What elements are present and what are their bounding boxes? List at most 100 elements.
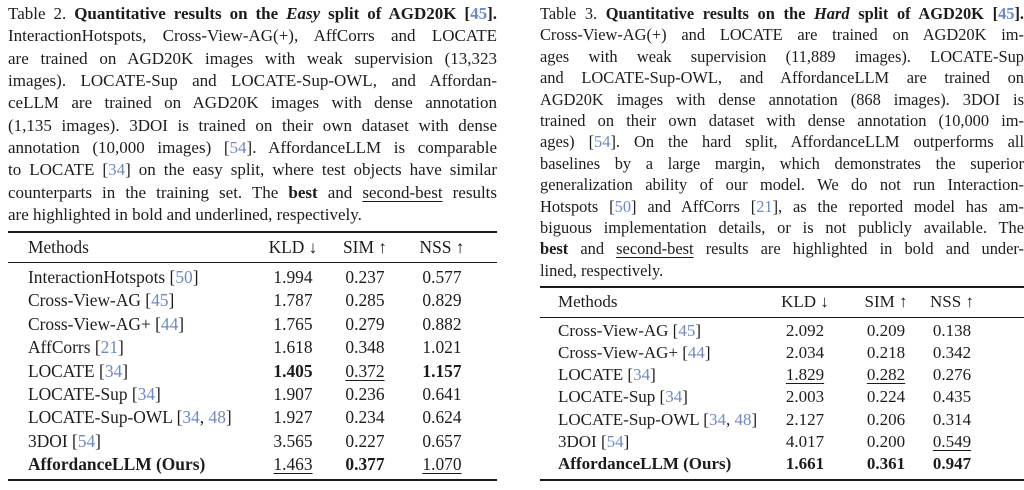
citation-link[interactable]: 34: [665, 387, 683, 407]
text-run: second-best: [616, 239, 694, 259]
kld-cell: 2.127: [785, 409, 825, 429]
sim-cell: 0.200: [866, 432, 906, 452]
kld-cell: 4.017: [785, 432, 825, 452]
citation-link[interactable]: 34: [137, 383, 156, 404]
citation-link[interactable]: 34: [104, 360, 123, 381]
sim-cell: 0.227: [345, 430, 385, 451]
method-cell: LOCATE [34]: [540, 364, 1024, 386]
text-run: split of AGD20K: [849, 4, 993, 23]
sim-cell: 0.279: [345, 313, 385, 334]
citation-link[interactable]: 45: [470, 4, 488, 23]
nss-cell: 0.829: [422, 290, 462, 311]
text-run: ].: [487, 4, 497, 23]
sim-cell: 0.236: [345, 383, 385, 404]
citation-link[interactable]: 34: [633, 365, 651, 385]
text-run: second-best: [362, 182, 443, 202]
text-run: LOCATE-Sup-OWL: [558, 409, 704, 429]
column-header-methods: Methods: [558, 292, 618, 312]
table-row: LOCATE-Sup [34] 1.907 0.236 0.641: [8, 383, 497, 406]
text-run: [: [99, 360, 105, 381]
citation-link[interactable]: 21: [756, 196, 773, 216]
column-header-nss: NSS ↑: [419, 237, 465, 258]
sim-cell: 0.372: [345, 360, 385, 381]
citation-link[interactable]: 44: [160, 313, 179, 334]
citation-link[interactable]: 50: [175, 266, 193, 287]
sim-cell: 0.224: [866, 387, 906, 407]
sim-cell: 0.377: [345, 454, 385, 475]
citation-link[interactable]: 45: [998, 4, 1015, 23]
results-table-hard: Methods KLD ↓ SIM ↑ NSS ↑ Cross-View-AG …: [540, 286, 1024, 481]
text-run: [: [992, 4, 999, 23]
kld-cell: 1.618: [273, 337, 313, 358]
nss-cell: 0.947: [932, 454, 972, 474]
kld-cell: 2.003: [785, 387, 825, 407]
text-run: InteractionHotspots, Cross-View-AG(+), A…: [8, 26, 497, 46]
text-run: lined, respectively.: [540, 260, 664, 280]
sim-cell: 0.237: [345, 266, 385, 287]
text-run: ]. AffordanceLLM is comparable: [246, 138, 497, 158]
citation-link[interactable]: 50: [614, 196, 632, 216]
table-row: Cross-View-AG [45] 1.787 0.285 0.829: [8, 289, 497, 312]
citation-link[interactable]: 34: [182, 407, 200, 428]
text-run: [: [71, 430, 78, 451]
sim-cell: 0.285: [345, 290, 385, 311]
caption-line: images). LOCATE-Sup and LOCATE-Sup-OWL, …: [8, 70, 497, 92]
citation-link[interactable]: 54: [594, 132, 611, 152]
caption-line: (1,135 images). 3DOI is trained on their…: [8, 115, 497, 137]
text-run: 3DOI: [558, 432, 601, 452]
citation-link[interactable]: 48: [208, 407, 226, 428]
text-run: Cross-View-AG: [28, 290, 146, 311]
table-row: LOCATE-Sup [34] 2.003 0.224 0.435: [540, 386, 1024, 408]
nss-cell: 0.624: [422, 407, 462, 428]
caption-line: Table 3. Quantitative results on the Har…: [540, 3, 1024, 24]
nss-cell: 0.641: [422, 383, 462, 404]
text-run: Hotspots [: [540, 196, 615, 216]
text-run: best: [540, 239, 569, 259]
text-run: LOCATE: [558, 365, 628, 385]
kld-cell: 1.907: [273, 383, 313, 404]
nss-cell: 0.549: [932, 432, 972, 452]
kld-cell: 1.661: [785, 454, 825, 474]
text-run: [: [682, 342, 688, 362]
text-run: ]: [168, 290, 175, 311]
method-cell: InteractionHotspots [50]: [8, 266, 497, 289]
text-run: ]. On the hard split, AffordanceLLM outp…: [610, 132, 1024, 152]
table-row: LOCATE-Sup-OWL [34, 48] 1.927 0.234 0.624: [8, 406, 497, 429]
table-row: Cross-View-AG+ [44] 1.765 0.279 0.882: [8, 313, 497, 336]
text-run: AffordanceLLM (Ours): [28, 454, 206, 475]
text-run: Table 2.: [8, 4, 75, 23]
text-run: biguous implementation details, or is no…: [540, 217, 1024, 237]
citation-link[interactable]: 44: [687, 342, 705, 362]
table-row: 3DOI [54] 4.017 0.200 0.549: [540, 431, 1024, 453]
citation-link[interactable]: 45: [678, 320, 696, 340]
citation-link[interactable]: 45: [151, 290, 169, 311]
citation-link[interactable]: 54: [229, 138, 247, 158]
citation-link[interactable]: 54: [606, 432, 624, 452]
column-header-kld: KLD ↓: [268, 237, 318, 258]
text-run: ages with weak supervision (11,889 image…: [540, 46, 1024, 66]
text-run: ]: [192, 266, 199, 287]
method-cell: 3DOI [54]: [8, 430, 497, 453]
text-run: ], as the reported model has am-: [772, 196, 1024, 216]
text-run: ].: [1014, 4, 1024, 23]
column-header-sim: SIM ↑: [864, 292, 908, 312]
citation-link[interactable]: 54: [77, 430, 96, 451]
nss-cell: 0.276: [932, 365, 972, 385]
column-header-sim: SIM ↑: [343, 237, 387, 258]
text-run: ]: [704, 342, 711, 362]
text-run: InteractionHotspots: [28, 266, 170, 287]
text-run: (1,135 images). 3DOI is trained on their…: [8, 115, 497, 135]
method-cell: LOCATE-Sup-OWL [34, 48]: [8, 406, 497, 429]
text-run: AGD20K images with dense annotation (868…: [540, 89, 1024, 109]
citation-link[interactable]: 34: [108, 160, 126, 180]
nss-cell: 0.314: [932, 409, 972, 429]
citation-link[interactable]: 34: [708, 409, 726, 429]
citation-link[interactable]: 48: [734, 409, 752, 429]
text-run: ]: [623, 432, 630, 452]
sim-cell: 0.206: [866, 409, 906, 429]
caption-line: are trained on AGD20K images with weak s…: [8, 48, 497, 70]
citation-link[interactable]: 21: [100, 337, 119, 358]
caption-line: are highlighted in bold and underlined, …: [8, 204, 497, 226]
nss-cell: 0.882: [422, 313, 462, 334]
table-row: AffordanceLLM (Ours) 1.661 0.361 0.947: [540, 453, 1024, 475]
